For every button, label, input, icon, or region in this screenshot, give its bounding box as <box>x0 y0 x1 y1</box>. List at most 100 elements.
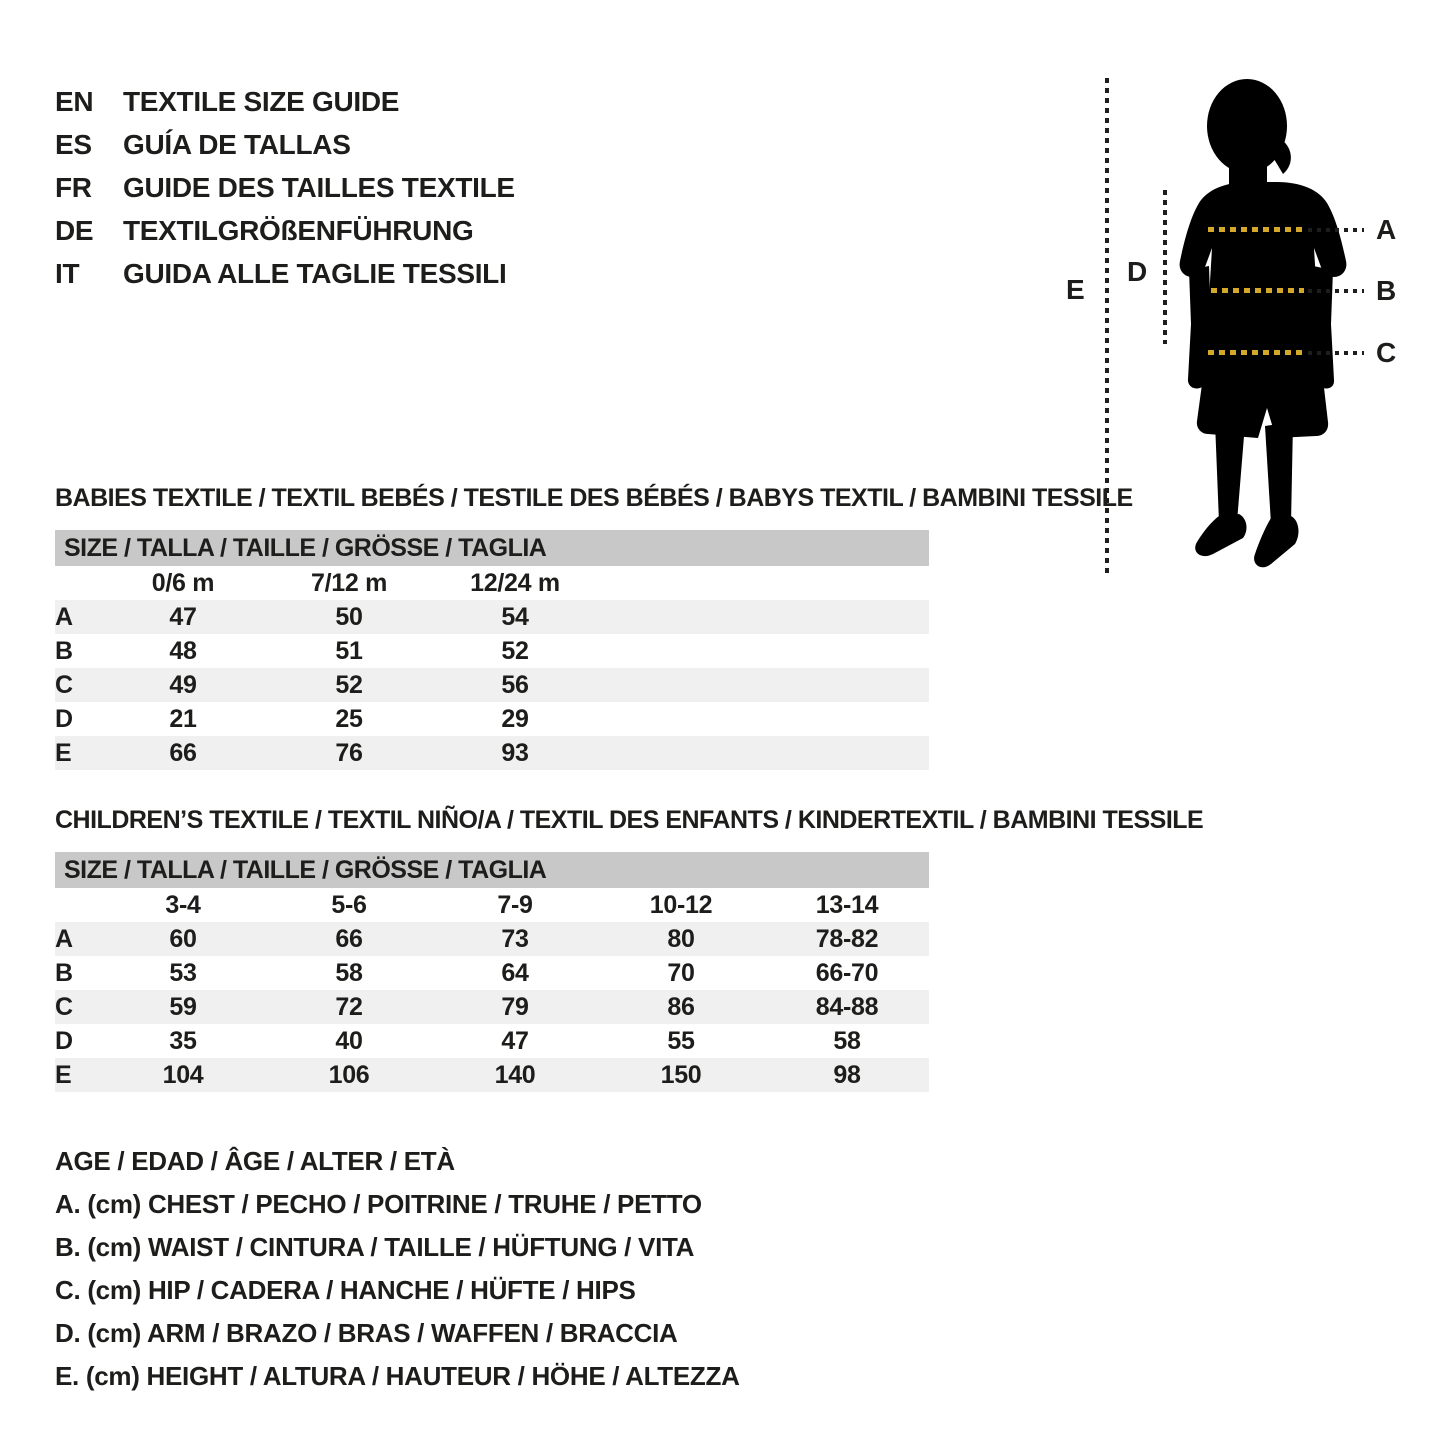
row-label: C <box>55 993 73 1021</box>
column-header-cell: 10-12 <box>649 891 713 919</box>
row-label: B <box>55 637 73 665</box>
value-cell: 48 <box>169 637 197 665</box>
legend-line: E. (cm) HEIGHT / ALTURA / HAUTEUR / HÖHE… <box>55 1361 740 1391</box>
value-cell: 106 <box>328 1061 370 1089</box>
language-title: GUIDE DES TAILLES TEXTILE <box>123 172 515 203</box>
value-cell: 52 <box>335 671 363 699</box>
legend-line: AGE / EDAD / ÂGE / ALTER / ETÀ <box>55 1146 455 1176</box>
legend-line: A. (cm) CHEST / PECHO / POITRINE / TRUHE… <box>55 1189 702 1219</box>
measure-label-B: B <box>1376 275 1396 306</box>
value-cell: 66 <box>335 925 363 953</box>
language-title-row: FR GUIDE DES TAILLES TEXTILE <box>55 166 515 209</box>
value-cell: 86 <box>667 993 695 1021</box>
table-row: B 48 51 52 <box>55 634 929 668</box>
table-column-header-row: 3-4 5-6 7-9 10-12 13-14 <box>55 888 929 922</box>
table-row: D 35 40 47 55 58 <box>55 1024 929 1058</box>
value-cell: 64 <box>501 959 529 987</box>
silhouette-shapes <box>1179 79 1347 568</box>
table-row: D 21 25 29 <box>55 702 929 736</box>
value-cell: 84-88 <box>815 993 879 1021</box>
language-title: TEXTILGRÖßENFÜHRUNG <box>123 215 474 246</box>
value-cell: 60 <box>169 925 197 953</box>
language-code: IT <box>55 258 80 289</box>
measure-label-C: C <box>1376 337 1396 368</box>
table-row: C 49 52 56 <box>55 668 929 702</box>
row-label-spacer <box>55 888 100 922</box>
value-cell: 56 <box>501 671 529 699</box>
value-cell: 55 <box>667 1027 695 1055</box>
size-header-bar: SIZE / TALLA / TAILLE / GRÖSSE / TAGLIA <box>55 852 929 888</box>
value-cell: 21 <box>169 705 197 733</box>
value-cell: 80 <box>667 925 695 953</box>
language-code: EN <box>55 86 94 117</box>
column-header-cell: 12/24 m <box>470 569 560 597</box>
legend-line: B. (cm) WAIST / CINTURA / TAILLE / HÜFTU… <box>55 1232 695 1262</box>
row-label: E <box>55 1061 72 1089</box>
table-column-header-row: 0/6 m 7/12 m 12/24 m <box>55 566 929 600</box>
value-cell: 58 <box>833 1027 861 1055</box>
value-cell: 98 <box>833 1061 861 1089</box>
value-cell: 25 <box>335 705 363 733</box>
value-cell: 53 <box>169 959 197 987</box>
babies-section-title: BABIES TEXTILE / TEXTIL BEBÉS / TESTILE … <box>55 484 1133 512</box>
value-cell: 35 <box>169 1027 197 1055</box>
value-cell: 40 <box>335 1027 363 1055</box>
hip-measure-dashes <box>1208 350 1304 355</box>
child-silhouette <box>1179 79 1347 568</box>
language-title: TEXTILE SIZE GUIDE <box>123 86 400 117</box>
chest-measure-dots <box>1308 228 1364 232</box>
language-code: DE <box>55 215 94 246</box>
column-header-cell: 7/12 m <box>310 569 388 597</box>
column-header-cell: 0/6 m <box>151 569 215 597</box>
row-label: A <box>55 603 73 631</box>
value-cell: 49 <box>169 671 197 699</box>
value-cell: 54 <box>501 603 529 631</box>
column-header-cell: 3-4 <box>165 891 201 919</box>
column-header-cell: 7-9 <box>497 891 533 919</box>
table-row: C 59 72 79 86 84-88 <box>55 990 929 1024</box>
value-cell: 140 <box>494 1061 536 1089</box>
value-cell: 29 <box>501 705 529 733</box>
value-cell: 150 <box>660 1061 702 1089</box>
row-label: A <box>55 925 73 953</box>
chest-measure-dashes <box>1208 227 1304 232</box>
value-cell: 70 <box>667 959 695 987</box>
value-cell: 78-82 <box>815 925 879 953</box>
language-title: GUÍA DE TALLAS <box>123 129 351 160</box>
language-title-row: ES GUÍA DE TALLAS <box>55 123 515 166</box>
value-cell: 79 <box>501 993 529 1021</box>
table-row: A 47 50 54 <box>55 600 929 634</box>
value-cell: 72 <box>335 993 363 1021</box>
value-cell: 47 <box>169 603 197 631</box>
height-measure-line-E <box>1105 78 1109 574</box>
size-header-bar: SIZE / TALLA / TAILLE / GRÖSSE / TAGLIA <box>55 530 929 566</box>
table-row: E 104 106 140 150 98 <box>55 1058 929 1092</box>
row-label: C <box>55 671 73 699</box>
measure-label-D: D <box>1127 256 1147 287</box>
value-cell: 58 <box>335 959 363 987</box>
measurement-legend: AGE / EDAD / ÂGE / ALTER / ETÀ A. (cm) CH… <box>55 1140 740 1398</box>
row-label: D <box>55 1027 73 1055</box>
babies-size-table: SIZE / TALLA / TAILLE / GRÖSSE / TAGLIA 0… <box>55 530 929 770</box>
language-title-row: EN TEXTILE SIZE GUIDE <box>55 80 515 123</box>
value-cell: 93 <box>501 739 529 767</box>
column-header-cell: 13-14 <box>815 891 879 919</box>
waist-measure-dashes <box>1211 288 1304 293</box>
column-header-cell: 5-6 <box>331 891 367 919</box>
row-label: E <box>55 739 72 767</box>
waist-measure-dots <box>1308 289 1364 293</box>
hip-measure-dots <box>1308 351 1364 355</box>
language-title-block: EN TEXTILE SIZE GUIDE ES GUÍA DE TALLAS FR GU… <box>55 80 515 295</box>
language-title-row: IT GUIDA ALLE TAGLIE TESSILI <box>55 252 515 295</box>
legend-line: C. (cm) HIP / CADERA / HANCHE / HÜFTE / … <box>55 1275 636 1305</box>
arm-measure-line-D <box>1163 190 1167 344</box>
children-section-title: CHILDREN’S TEXTILE / TEXTIL NIÑO/A / TEX… <box>55 806 1204 834</box>
language-code: ES <box>55 129 92 160</box>
table-row: B 53 58 64 70 66-70 <box>55 956 929 990</box>
value-cell: 51 <box>335 637 363 665</box>
value-cell: 47 <box>501 1027 529 1055</box>
children-size-table: SIZE / TALLA / TAILLE / GRÖSSE / TAGLIA 3… <box>55 852 929 1092</box>
value-cell: 52 <box>501 637 529 665</box>
language-title: GUIDA ALLE TAGLIE TESSILI <box>123 258 507 289</box>
table-row: E 66 76 93 <box>55 736 929 770</box>
